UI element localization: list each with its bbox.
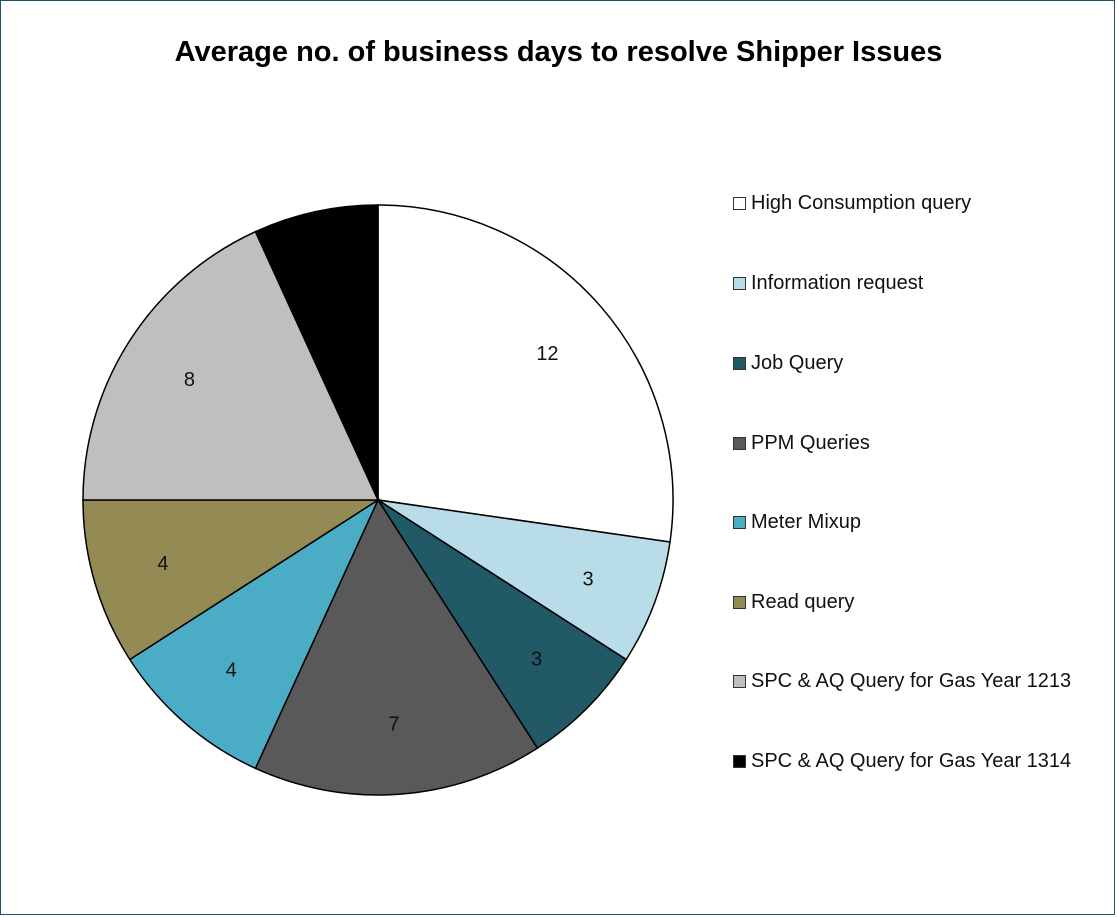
legend-item-6: Read query bbox=[733, 589, 1081, 616]
pie-slice-1 bbox=[377, 204, 674, 543]
legend-item-5: Meter Mixup bbox=[733, 509, 1081, 536]
legend-item-1: High Consumption query bbox=[733, 190, 1081, 217]
chart-title: Average no. of business days to resolve … bbox=[174, 36, 943, 68]
pie-slice-4 bbox=[254, 498, 539, 796]
legend-label-7: SPC & AQ Query for Gas Year 1213 bbox=[751, 670, 1072, 692]
legend-swatch-5 bbox=[733, 516, 746, 529]
data-label-3: 3 bbox=[531, 649, 542, 671]
legend-item-8: SPC & AQ Query for Gas Year 1314 bbox=[733, 748, 1081, 775]
legend-swatch-6 bbox=[733, 596, 746, 609]
legend-label-5: Meter Mixup bbox=[751, 511, 862, 533]
legend-item-4: PPM Queries bbox=[733, 430, 1081, 457]
legend-swatch-7 bbox=[733, 675, 746, 688]
legend-swatch-4 bbox=[733, 437, 746, 450]
legend-item-3: Job Query bbox=[733, 350, 1081, 377]
data-label-2: 3 bbox=[582, 568, 593, 590]
legend-item-2: Information request bbox=[733, 270, 1081, 297]
legend-label-8: SPC & AQ Query for Gas Year 1314 bbox=[751, 750, 1072, 772]
data-label-7: 8 bbox=[184, 369, 195, 391]
legend-swatch-3 bbox=[733, 357, 746, 370]
pie-slice-7 bbox=[82, 230, 380, 501]
data-label-6: 4 bbox=[157, 553, 168, 575]
legend-label-6: Read query bbox=[751, 591, 855, 613]
data-label-1: 12 bbox=[536, 343, 558, 365]
legend-label-2: Information request bbox=[751, 272, 924, 294]
pie-slice-5 bbox=[128, 497, 380, 770]
data-label-5: 4 bbox=[226, 659, 237, 681]
pie-slice-2 bbox=[377, 499, 671, 661]
legend-label-3: Job Query bbox=[751, 352, 844, 374]
pie-slice-3 bbox=[377, 499, 628, 750]
legend-swatch-2 bbox=[733, 277, 746, 290]
legend-swatch-8 bbox=[733, 755, 746, 768]
legend-item-7: SPC & AQ Query for Gas Year 1213 bbox=[733, 668, 1081, 695]
legend-swatch-1 bbox=[733, 197, 746, 210]
pie-slice-6 bbox=[82, 499, 381, 661]
pie-slice-8 bbox=[254, 204, 379, 501]
legend-label-4: PPM Queries bbox=[751, 432, 870, 454]
legend-label-1: High Consumption query bbox=[751, 192, 972, 214]
data-label-4: 7 bbox=[388, 714, 399, 736]
